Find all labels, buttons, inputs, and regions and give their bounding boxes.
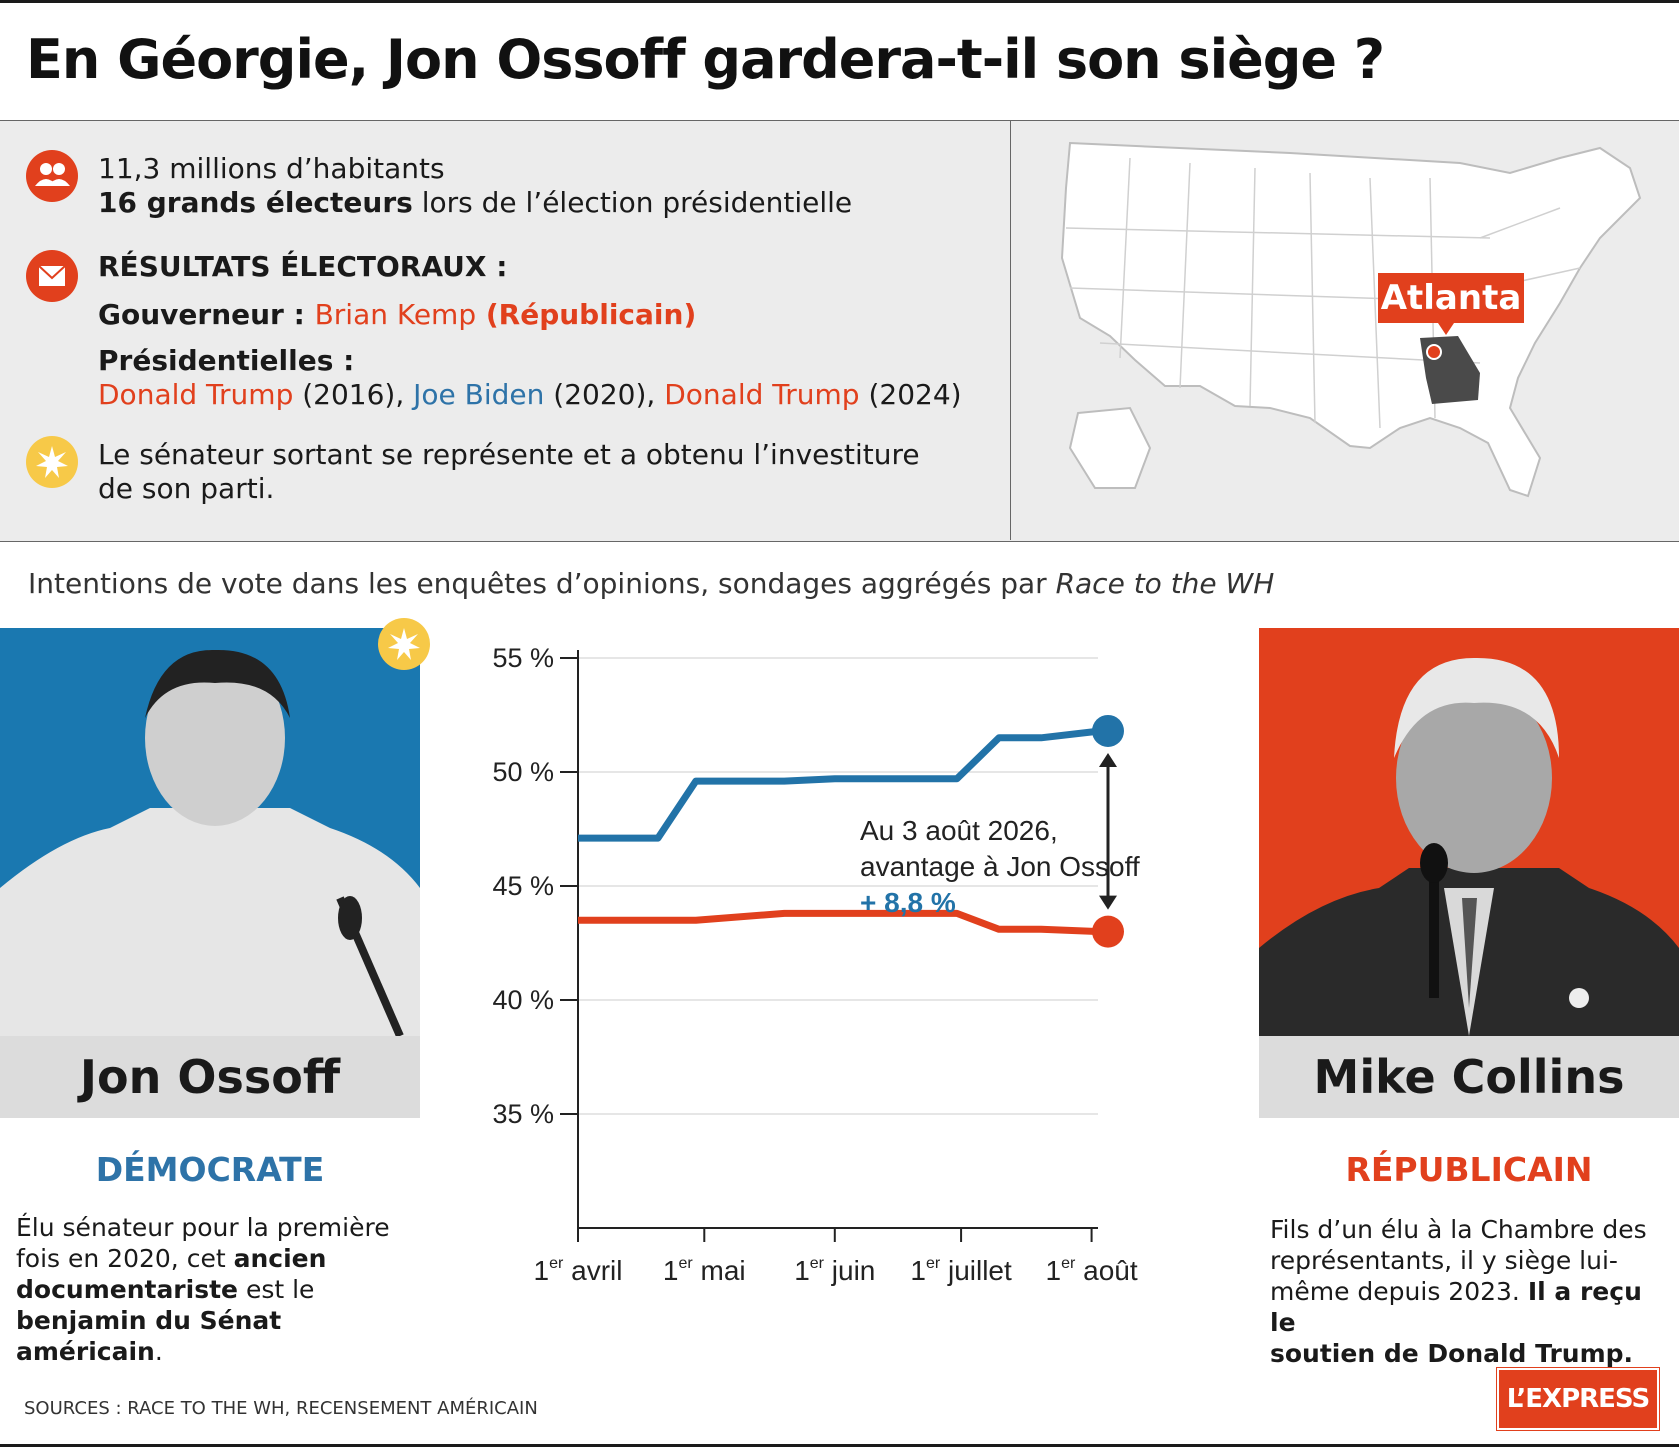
ossoff-desc-4: benjamin du Sénat américain.	[16, 1305, 416, 1367]
annotation-value: + 8,8 %	[860, 887, 956, 918]
city-label-box	[1378, 273, 1524, 323]
ossoff-desc-2a: fois en 2020, cet	[16, 1244, 234, 1273]
y-axis: 55 % 50 % 45 % 40 % 35 %	[492, 643, 579, 1228]
governor-name: Brian Kemp	[314, 298, 477, 331]
pres-2-year: (2020),	[544, 378, 665, 411]
pres-1-name: Donald Trump	[98, 378, 294, 411]
electors-rest: lors de l’élection présidentielle	[412, 186, 853, 219]
ossoff-name: Jon Ossoff	[0, 1036, 420, 1118]
sources-text: SOURCES : RACE TO THE WH, RECENSEMENT AM…	[24, 1398, 538, 1419]
electors-count: 16 grands électeurs	[98, 186, 413, 219]
top-rule	[0, 0, 1679, 3]
subtitle-source: Race to the WH	[1055, 567, 1275, 600]
us-map: Atlanta	[1040, 128, 1670, 533]
x-tick-label: 1er août	[1046, 1255, 1138, 1286]
collins-desc-4a: soutien de Donald Trump.	[1270, 1339, 1634, 1368]
annotation-line2: avantage à Jon Ossoff	[860, 851, 1140, 882]
chart-annotation: Au 3 août 2026, avantage à Jon Ossoff + 8,…	[860, 752, 1140, 918]
ossoff-party: DÉMOCRATE	[95, 1150, 325, 1189]
y-tick-label: 50 %	[492, 757, 554, 787]
series-endpoint-collins	[1092, 915, 1124, 948]
chart-grid	[578, 657, 1098, 1115]
collins-party: RÉPUBLICAIN	[1345, 1150, 1593, 1189]
collins-desc-3b: Il a reçu le	[1270, 1277, 1642, 1337]
presidential-label: Présidentielles :	[98, 344, 355, 377]
incumbent-line1: Le sénateur sortant se représente et a o…	[98, 438, 920, 471]
collins-desc-3a: même depuis 2023.	[1270, 1277, 1528, 1306]
pres-2-name: Joe Biden	[413, 378, 545, 411]
x-tick-label: 1er juin	[794, 1255, 875, 1286]
y-tick-label: 40 %	[492, 985, 554, 1015]
ossoff-desc-4a: benjamin du Sénat américain	[16, 1306, 282, 1366]
collins-desc-3: même depuis 2023. Il a reçu le	[1270, 1276, 1670, 1338]
governor-label: Gouverneur :	[98, 298, 315, 331]
page-title: En Géorgie, Jon Ossoff gardera-t-il son …	[26, 28, 1385, 91]
y-tick-label: 45 %	[492, 871, 554, 901]
ossoff-desc-2: fois en 2020, cet ancien	[16, 1243, 416, 1274]
incumbent-line2: de son parti.	[98, 472, 275, 505]
x-tick-label: 1er mai	[663, 1255, 746, 1286]
electors-text: 16 grands électeurs lors de l’élection p…	[98, 186, 852, 220]
arrow-head-bottom	[1099, 895, 1117, 910]
x-axis: 1er avril 1er mai 1er juin 1er juillet 1er a…	[534, 1227, 1138, 1286]
pres-3-name: Donald Trump	[664, 378, 860, 411]
poll-chart: 55 %50 %45 %40 %35 % 1er avril 1er mai 1er…	[492, 643, 1140, 1286]
annotation-line1: Au 3 août 2026,	[860, 815, 1058, 846]
collins-description: Fils d’un élu à la Chambre des représent…	[1270, 1214, 1670, 1369]
envelope-icon	[26, 250, 78, 302]
arrow-head-top	[1099, 752, 1117, 767]
ossoff-description: Élu sénateur pour la première fois en 20…	[16, 1212, 416, 1367]
people-icon	[26, 150, 78, 202]
x-tick-label: 1er avril	[534, 1255, 623, 1286]
chart-series	[578, 714, 1124, 948]
ossoff-desc-3b: est le	[238, 1275, 315, 1304]
chart-subtitle: Intentions de vote dans les enquêtes d’o…	[28, 567, 1274, 600]
presidential-results: Donald Trump (2016), Joe Biden (2020), D…	[98, 378, 962, 412]
governor-party: (Républicain)	[476, 298, 697, 331]
ossoff-desc-2b: ancien	[233, 1244, 327, 1273]
ossoff-desc-3: documentariste est le	[16, 1274, 416, 1305]
series-line-ossoff	[578, 727, 1101, 842]
pres-1-year: (2016),	[293, 378, 414, 411]
collins-desc-2: représentants, il y siège lui-	[1270, 1246, 1618, 1275]
bottom-rule	[0, 1444, 1679, 1447]
ossoff-desc-4b: .	[154, 1337, 163, 1366]
city-label: Atlanta	[1380, 278, 1522, 318]
results-heading: RÉSULTATS ÉLECTORAUX :	[98, 250, 508, 283]
collins-name: Mike Collins	[1259, 1036, 1679, 1118]
collins-desc-1: Fils d’un élu à la Chambre des	[1270, 1215, 1647, 1244]
governor-line: Gouverneur : Brian Kemp (Républicain)	[98, 298, 696, 332]
pres-3-year: (2024)	[859, 378, 962, 411]
collins-photo	[1259, 628, 1679, 1036]
lexpress-logo: L’EXPRESS	[1496, 1367, 1660, 1431]
ossoff-desc-1: Élu sénateur pour la première	[16, 1213, 390, 1242]
population-text: 11,3 millions d’habitants	[98, 152, 445, 185]
y-tick-label: 55 %	[492, 643, 554, 673]
ossoff-photo	[0, 628, 420, 1036]
incumbent-star-icon	[26, 436, 78, 488]
panel-divider	[1010, 120, 1011, 540]
series-line-collins	[578, 909, 1101, 936]
series-endpoint-ossoff	[1092, 714, 1124, 747]
ossoff-desc-3a: documentariste	[16, 1275, 238, 1304]
collins-desc-4: soutien de Donald Trump.	[1270, 1338, 1670, 1369]
incumbent-badge-icon	[378, 618, 430, 670]
y-tick-label: 35 %	[492, 1099, 554, 1129]
x-tick-label: 1er juillet	[910, 1255, 1012, 1286]
subtitle-main: Intentions de vote dans les enquêtes d’o…	[28, 567, 1056, 600]
